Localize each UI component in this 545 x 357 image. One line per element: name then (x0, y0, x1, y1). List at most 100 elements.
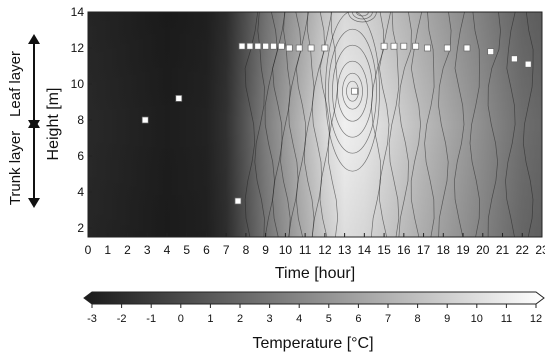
isotherm-loop (348, 12, 377, 23)
colorbar-tick-label: 7 (385, 313, 391, 325)
x-tick-label: 0 (85, 243, 92, 257)
sensor-point (295, 44, 303, 52)
sensor-point (175, 95, 183, 102)
y-tick-label: 14 (71, 5, 85, 19)
x-tick-label: 5 (183, 243, 190, 257)
isotherm-loop (346, 80, 359, 102)
y-tick-label: 8 (77, 113, 84, 127)
leaf-layer-arrow (28, 34, 40, 130)
isotherm-line (522, 12, 534, 237)
colorbar-tick-label: 1 (207, 313, 213, 325)
sensor-point (511, 55, 518, 63)
colorbar-tick-label: 11 (501, 313, 512, 325)
colorbar-tick-label: 5 (326, 313, 332, 325)
x-axis-ticks: 01234567891011121314151617181920212223 (85, 233, 545, 257)
colorbar-tick-label: 10 (471, 313, 483, 325)
isotherm-line (398, 12, 412, 237)
x-tick-label: 11 (299, 243, 312, 257)
x-tick-label: 4 (164, 243, 171, 257)
sensor-point (321, 44, 329, 52)
x-tick-label: 2 (124, 243, 131, 257)
isotherm-loop (356, 12, 369, 17)
sensor-point (285, 44, 293, 52)
colorbar-tick-label: 0 (178, 313, 184, 325)
x-tick-label: 18 (437, 243, 451, 257)
x-tick-label: 19 (456, 243, 470, 257)
x-tick-label: 16 (397, 243, 411, 257)
colorbar-body (83, 291, 545, 305)
y-tick-label: 10 (71, 77, 85, 91)
sensor-point (234, 197, 242, 205)
sensor-points (141, 42, 532, 205)
sensor-point (278, 42, 285, 50)
colorbar-label: Temperature [°C] (252, 335, 373, 352)
y-tick-label: 6 (77, 149, 84, 163)
x-tick-label: 20 (476, 243, 490, 257)
isotherm-line (272, 12, 286, 237)
colorbar-ticks: -3 -2 -1 0 1 2 3 4 5 6 7 8 9 10 11 12 (87, 304, 542, 325)
x-tick-label: 14 (358, 243, 372, 257)
isotherm-loop (325, 12, 380, 172)
sensor-point (443, 44, 451, 52)
trunk-layer-arrow (28, 118, 40, 208)
colorbar-tick-label: 3 (267, 313, 273, 325)
x-tick-label: 21 (496, 243, 510, 257)
contour-lines (244, 12, 534, 237)
sensor-point (307, 44, 315, 52)
sensor-point (424, 44, 431, 52)
x-tick-label: 3 (144, 243, 151, 257)
x-axis-label: Time [hour] (275, 265, 355, 282)
layer-brackets (28, 34, 40, 208)
y-tick-label: 4 (77, 185, 84, 199)
x-tick-label: 17 (417, 243, 431, 257)
x-tick-label: 7 (223, 243, 230, 257)
x-tick-label: 15 (377, 243, 391, 257)
sensor-point (390, 42, 398, 50)
y-tick-label: 12 (71, 41, 85, 55)
sensor-point (254, 42, 262, 50)
y-axis-ticks: 2 4 6 8 10 12 14 (71, 5, 92, 235)
isotherm-loop (328, 28, 377, 154)
plot-frame (87, 11, 543, 238)
sensor-point (351, 87, 358, 95)
leaf-layer-label: Leaf layer (7, 51, 24, 117)
x-tick-label: 23 (535, 243, 545, 257)
colorbar-tick-label: 6 (355, 313, 361, 325)
colorbar-tick-label: -2 (117, 313, 127, 325)
isotherm-line (424, 12, 435, 237)
isotherm-loop (332, 44, 373, 138)
x-tick-label: 1 (104, 243, 111, 257)
isotherm-line (469, 12, 480, 237)
isotherm-line (454, 12, 465, 237)
colorbar-tick-label: 8 (415, 313, 421, 325)
y-tick-label: 2 (77, 221, 84, 235)
sensor-point (412, 42, 420, 50)
colorbar-tick-label: 12 (530, 313, 542, 325)
sensor-point (238, 42, 246, 50)
sensor-point (246, 42, 254, 50)
colorbar-tick-label: -1 (146, 313, 156, 325)
isotherm-loop (352, 12, 373, 20)
x-tick-label: 12 (318, 243, 332, 257)
isotherm-loop (342, 72, 363, 110)
x-tick-label: 9 (262, 243, 269, 257)
x-tick-label: 6 (203, 243, 210, 257)
sensor-point (524, 60, 532, 68)
sensor-point (463, 44, 471, 52)
vertical-shading (88, 12, 542, 237)
colorbar-tick-label: -3 (87, 313, 97, 325)
colorbar-tick-label: 9 (444, 313, 450, 325)
sensor-point (487, 48, 495, 55)
sensor-point (400, 42, 408, 50)
sensor-point (380, 42, 388, 50)
x-tick-label: 8 (243, 243, 250, 257)
colorbar: -3 -2 -1 0 1 2 3 4 5 6 7 8 9 10 11 12 Temperature [°C] (83, 291, 545, 352)
sensor-point (270, 42, 277, 50)
x-tick-label: 22 (516, 243, 530, 257)
sensor-point (141, 116, 149, 124)
y-axis-label: Height [m] (45, 88, 62, 161)
colorbar-tick-label: 4 (296, 313, 302, 325)
x-tick-label: 10 (279, 243, 293, 257)
trunk-layer-label: Trunk layer (7, 131, 24, 205)
